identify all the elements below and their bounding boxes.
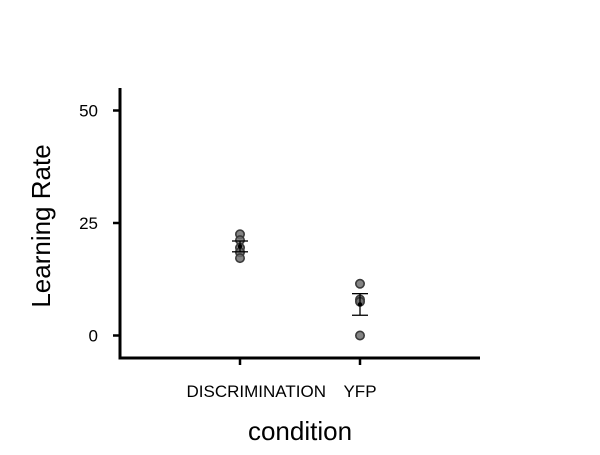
data-point bbox=[235, 253, 246, 264]
x-ticks: DISCRIMINATION YFP bbox=[187, 358, 377, 401]
mean-marker bbox=[357, 302, 363, 307]
y-tick-label: 0 bbox=[89, 327, 98, 346]
y-axis-title: Learning Rate bbox=[26, 144, 56, 307]
data-point bbox=[354, 330, 365, 341]
data-point bbox=[354, 278, 365, 289]
x-tick-label: DISCRIMINATION bbox=[187, 382, 326, 401]
x-tick-label: YFP bbox=[343, 382, 376, 401]
y-tick-label: 25 bbox=[79, 214, 98, 233]
y-tick-label: 50 bbox=[79, 102, 98, 121]
data-marks bbox=[232, 229, 368, 341]
mean-marker bbox=[237, 244, 243, 249]
axes bbox=[118, 88, 480, 360]
x-axis-title: condition bbox=[248, 416, 352, 446]
y-ticks: 0 25 50 bbox=[79, 102, 120, 346]
